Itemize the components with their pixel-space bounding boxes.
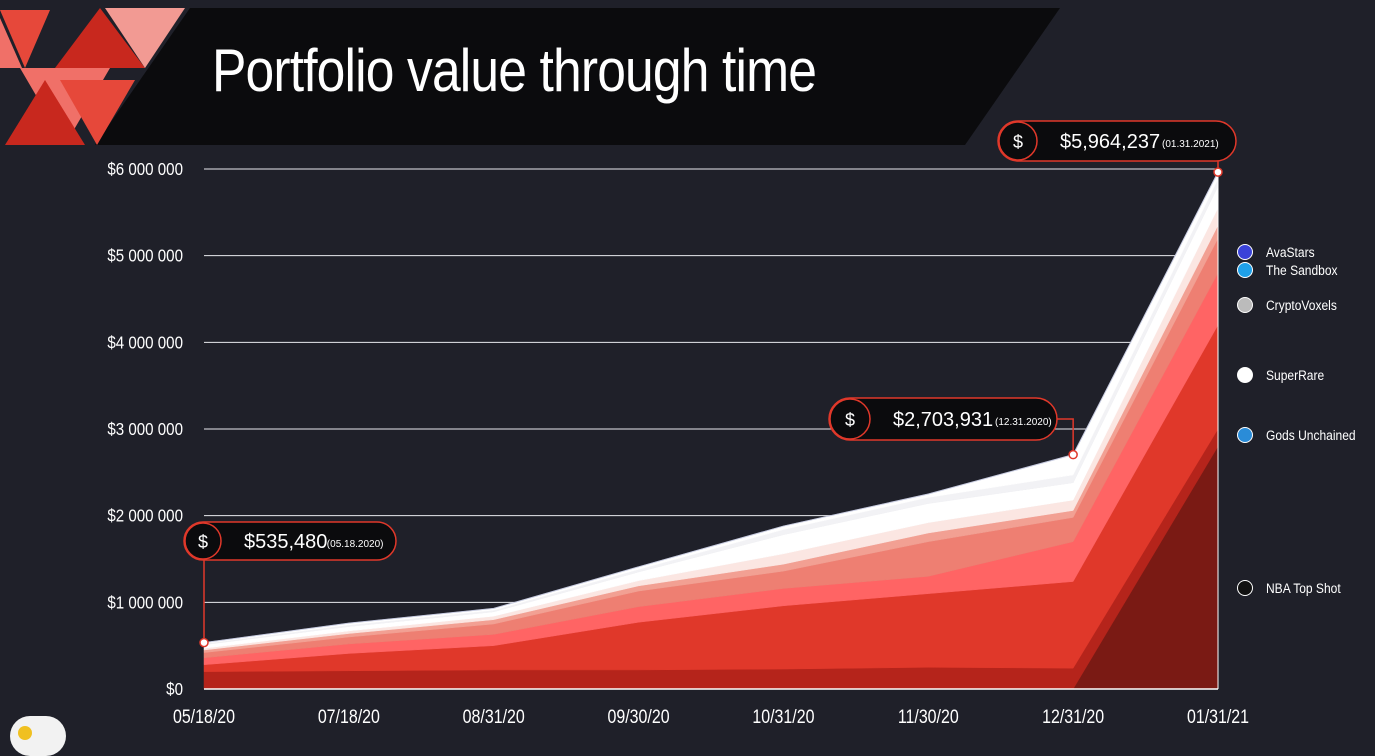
money-bag-icon: $: [198, 532, 208, 552]
logo-triangle-7: [0, 18, 22, 68]
legend-label: Gods Unchained: [1266, 427, 1356, 443]
corner-logo: [10, 716, 66, 756]
callout-value: $2,703,931: [893, 409, 993, 431]
callout-marker: [1068, 449, 1078, 460]
money-bag-icon-circle: [998, 121, 1038, 161]
total-outline: [203, 171, 1219, 644]
x-tick-label: 07/18/20: [318, 706, 380, 728]
logo-triangle-4: [105, 8, 185, 68]
callout-value: $5,964,237: [1060, 131, 1160, 153]
logo-triangle-3: [55, 8, 145, 68]
money-bag-icon-circle: [829, 398, 871, 440]
legend-label: NBA Top Shot: [1266, 580, 1341, 596]
avastars-icon: [1237, 244, 1253, 260]
x-tick-label: 08/31/20: [463, 706, 525, 728]
money-bag-icon-circle: [184, 522, 222, 560]
title-banner: [0, 8, 1060, 145]
corner-logo-mark: [18, 726, 32, 740]
y-tick-label: $6 000 000: [107, 159, 183, 180]
callout-box: [183, 521, 397, 561]
chart-slide: Portfolio value through time $0 $1 000 00…: [0, 8, 1356, 756]
callout-value: $535,480: [244, 531, 327, 553]
callout-marker: [199, 637, 209, 648]
money-bag-icon: $: [1013, 132, 1023, 152]
superrare-icon: [1237, 367, 1253, 383]
sandbox-icon: [1237, 262, 1253, 278]
y-tick-label: $4 000 000: [107, 332, 183, 353]
callout-date: (05.18.2020): [327, 539, 384, 550]
nba-top-shot-icon: [1237, 580, 1253, 596]
legend-label: The Sandbox: [1266, 262, 1338, 278]
logo-triangle-1: [0, 10, 50, 68]
portfolio-area-chart: $0 $1 000 000 $2 000 000 $3 000 000 $4 000 0…: [107, 120, 1356, 728]
y-tick-label: $3 000 000: [107, 419, 183, 440]
chart-title: Portfolio value through time: [212, 37, 817, 104]
logo-triangle-5: [5, 80, 85, 145]
logo-triangle-6: [60, 80, 135, 145]
x-tick-label: 01/31/21: [1187, 706, 1249, 728]
x-tick-label: 09/30/20: [608, 706, 670, 728]
callout-box: [997, 120, 1237, 162]
x-tick-label: 12/31/20: [1042, 706, 1104, 728]
legend-label: CryptoVoxels: [1266, 297, 1337, 313]
y-tick-label: $5 000 000: [107, 245, 183, 266]
legend-label: SuperRare: [1266, 367, 1324, 383]
y-tick-label: $1 000 000: [107, 592, 183, 613]
callout-marker: [1213, 167, 1223, 177]
title-band-shape: [95, 8, 1060, 145]
x-tick-label: 11/30/20: [898, 706, 959, 728]
legend-label: AvaStars: [1266, 244, 1315, 260]
money-bag-icon: $: [845, 410, 855, 430]
y-tick-label: $2 000 000: [107, 505, 183, 526]
gods-unchained-icon: [1237, 427, 1253, 443]
y-tick-label: $0: [166, 679, 183, 700]
callout-date: (01.31.2021): [1162, 139, 1219, 150]
x-tick-label: 10/31/20: [752, 706, 814, 728]
x-tick-label: 05/18/20: [173, 706, 235, 728]
callout-date: (12.31.2020): [995, 417, 1052, 428]
callout-box: [828, 397, 1058, 441]
cryptovoxels-icon: [1237, 297, 1253, 313]
